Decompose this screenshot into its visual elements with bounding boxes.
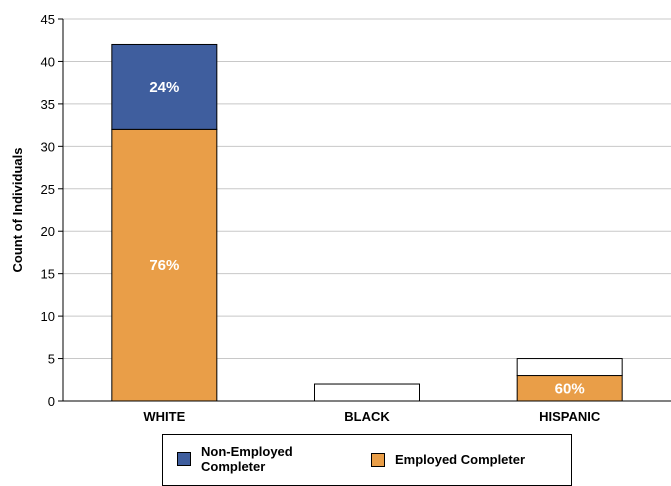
x-tick-labels: WHITE BLACK HISPANIC	[143, 409, 600, 424]
y-tick-label: 35	[41, 97, 55, 112]
bar-data-label: 76%	[149, 257, 179, 274]
y-tick-label: 45	[41, 12, 55, 27]
x-tick-label: HISPANIC	[539, 409, 601, 424]
legend-label-employed: Employed Completer	[395, 452, 526, 467]
legend: Non-Employed Completer Employed Complete…	[162, 434, 572, 486]
legend-item-non-employed: Non-Employed Completer	[177, 444, 321, 474]
y-tick-label: 30	[41, 139, 55, 154]
axes	[62, 19, 671, 402]
legend-swatch-employed	[371, 452, 385, 467]
legend-item-employed: Employed Completer	[371, 452, 525, 467]
y-tick-label: 5	[48, 352, 55, 367]
y-tick-labels: 0 5 10 15 20 25 30 35 40 45	[41, 12, 63, 409]
legend-swatch-non-employed	[177, 452, 191, 466]
y-tick-label: 40	[41, 54, 55, 69]
bar-segment	[314, 383, 420, 402]
bar-segment	[111, 43, 218, 130]
bar-chart: 76% 24% 60% 0 5 10 15 20 25 30 35 40 45 WHITE BLACK H…	[10, 12, 671, 424]
y-tick-label: 0	[48, 394, 55, 409]
bar-segment	[516, 358, 623, 377]
legend-label-non-employed: Non-Employed Completer	[201, 444, 293, 474]
x-tick-label: BLACK	[344, 409, 390, 424]
bar-labels: 76% 24% 60%	[149, 79, 584, 397]
y-tick-label: 10	[41, 309, 55, 324]
bar-segment	[111, 128, 218, 402]
y-axis-label: Count of Individuals	[10, 148, 25, 273]
bars	[111, 43, 623, 402]
y-tick-label: 15	[41, 267, 55, 282]
bar-data-label: 60%	[555, 380, 585, 397]
bar-data-label: 24%	[149, 79, 179, 96]
y-tick-label: 20	[41, 224, 55, 239]
x-tick-label: WHITE	[143, 409, 185, 424]
y-tick-label: 25	[41, 182, 55, 197]
